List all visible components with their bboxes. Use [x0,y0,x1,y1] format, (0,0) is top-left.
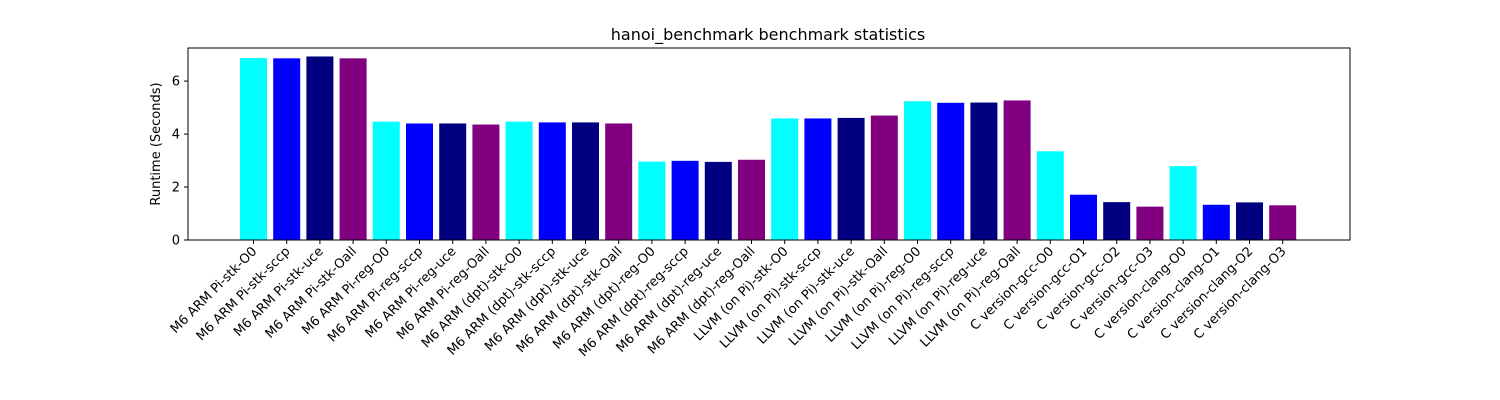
bar [439,123,467,240]
bar [1103,202,1131,240]
bar [372,121,400,240]
y-tick-label: 4 [172,128,180,143]
plot-frame [187,47,1351,241]
bar [605,123,633,240]
bar [638,161,666,240]
bar [1169,166,1197,240]
bar [1003,100,1031,241]
bar [505,121,533,240]
bar [273,58,301,240]
bar [406,123,433,240]
bar [472,124,500,240]
bar [572,122,599,240]
bar [671,160,699,240]
bar [240,58,267,241]
bar [904,101,931,240]
bar [1236,202,1263,240]
bar [1202,204,1230,240]
bar [870,115,898,240]
y-axis-ticks: 0 2 4 6 [172,75,188,249]
bars-group [240,56,1297,241]
bar [837,117,865,240]
bar [1070,194,1097,240]
y-axis-label: Runtime (Seconds) [149,82,164,205]
bar [937,102,965,241]
bar [804,118,832,240]
bar [339,58,367,240]
chart-title: hanoi_benchmark benchmark statistics [611,25,925,45]
bar [771,118,799,240]
y-tick-label: 0 [172,234,180,249]
bar [1136,206,1164,240]
bar [970,102,998,241]
bar [306,56,334,240]
bar [738,159,765,240]
bar [1036,151,1064,240]
y-tick-label: 2 [172,181,180,196]
bar [1269,205,1297,240]
y-tick-label: 6 [172,75,180,90]
bar [704,161,732,240]
bar [538,122,566,240]
